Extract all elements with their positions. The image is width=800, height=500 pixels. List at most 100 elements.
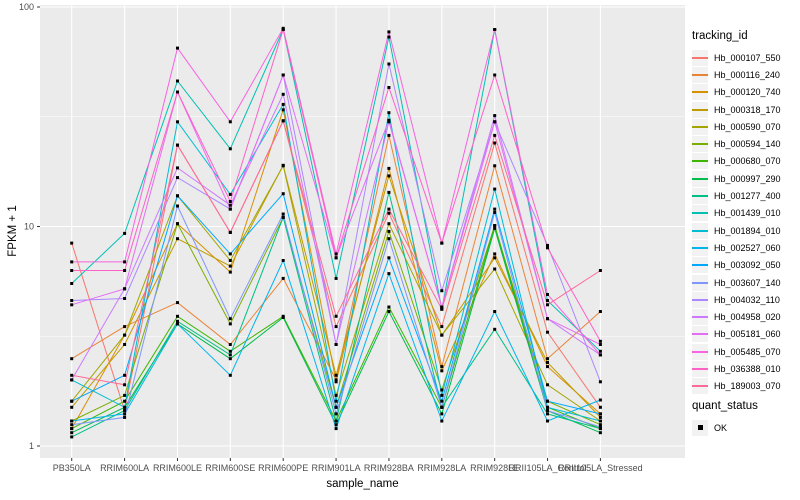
data-point (387, 237, 391, 241)
legend-line-swatch (692, 56, 708, 59)
data-point (334, 314, 338, 318)
data-point (70, 260, 74, 264)
legend-line-swatch (692, 177, 708, 180)
legend-item-label: Hb_036388_010 (714, 363, 781, 374)
x-axis-tick-label: RRII105LA_Control (509, 463, 587, 473)
data-point (228, 120, 232, 124)
data-point (281, 119, 285, 123)
legend-item: Hb_000680_070 (692, 153, 800, 170)
data-point (123, 383, 127, 387)
data-point (546, 317, 549, 321)
data-point (440, 365, 444, 369)
legend-item: Hb_000120_740 (692, 84, 800, 101)
data-point (228, 192, 232, 196)
legend-item: Hb_005485_070 (692, 343, 800, 360)
legend-item: Hb_001277_400 (692, 187, 800, 205)
legend-key (692, 66, 708, 83)
data-point (493, 133, 497, 137)
data-point (123, 409, 127, 413)
x-axis-tick-label: RRIM901LA (312, 463, 361, 473)
data-point (281, 192, 285, 196)
data-point (281, 276, 285, 280)
data-point (546, 303, 549, 307)
data-point (440, 405, 444, 409)
data-point (493, 164, 497, 168)
data-point (387, 118, 391, 122)
data-point (598, 423, 602, 427)
data-point (228, 349, 232, 353)
data-point (334, 378, 338, 382)
legend-line-swatch (692, 125, 708, 128)
x-axis-tick-label: RRIM928BA (364, 463, 414, 473)
data-point (228, 147, 232, 151)
data-point (334, 380, 338, 384)
data-point (176, 222, 179, 226)
data-point (493, 310, 497, 313)
legend-key (692, 291, 708, 308)
data-point (440, 325, 444, 329)
legend-title-quant-status: quant_status (692, 400, 758, 412)
data-point (493, 224, 497, 228)
point-marker-icon (697, 425, 703, 431)
legend-key (692, 153, 708, 170)
data-point (176, 322, 179, 326)
legend-title-tracking-id: tracking_id (692, 30, 748, 42)
legend-item-label: Hb_004032_110 (714, 294, 780, 305)
data-point (387, 207, 391, 211)
data-point (281, 259, 285, 262)
data-point (387, 256, 391, 260)
data-point (387, 86, 391, 89)
legend-item: Hb_004032_110 (692, 291, 800, 308)
legend-item-label: Hb_003607_140 (714, 277, 781, 288)
legend-key (692, 419, 708, 436)
legend-item-label: Hb_189003_070 (714, 381, 781, 392)
data-point (598, 431, 602, 435)
legend-item: Hb_004958_020 (692, 308, 800, 326)
legend-item: Hb_036388_010 (692, 360, 800, 377)
data-point (440, 307, 444, 311)
data-point (228, 252, 232, 256)
legend-item: Hb_003092_050 (692, 257, 800, 274)
data-point (228, 373, 232, 377)
data-point (334, 393, 338, 397)
legend-key (692, 222, 708, 239)
data-point (440, 393, 444, 397)
legend-item-label: Hb_000116_240 (714, 69, 780, 80)
data-point (387, 120, 391, 124)
data-point (123, 393, 127, 397)
data-point (228, 207, 232, 211)
data-point (334, 325, 338, 329)
legend-item: Hb_002527_060 (692, 239, 800, 256)
legend-line-swatch (692, 229, 708, 232)
data-point (598, 427, 602, 431)
data-point (334, 276, 338, 280)
data-point (123, 260, 127, 264)
legend-line-swatch (692, 350, 708, 353)
legend-item: Hb_003607_140 (692, 274, 800, 291)
data-point (70, 419, 74, 423)
y-axis-tick-label: 1 (29, 441, 34, 451)
legend-key (692, 257, 708, 274)
data-point (440, 289, 444, 293)
data-point (70, 357, 74, 361)
legend-key (692, 101, 708, 118)
data-point (70, 303, 74, 307)
legend-line-swatch (692, 143, 708, 146)
data-point (176, 120, 179, 124)
data-point (493, 187, 497, 191)
data-point (228, 203, 232, 207)
data-point (334, 423, 338, 427)
legend-key (692, 136, 708, 153)
data-point (123, 415, 127, 419)
legend-item: Hb_001439_010 (692, 205, 800, 222)
data-point (546, 409, 549, 413)
data-point (387, 310, 391, 313)
legend-line-swatch (692, 73, 708, 76)
data-point (281, 102, 285, 106)
legend-item: OK (692, 419, 800, 436)
data-point (228, 270, 232, 274)
data-point (387, 133, 391, 137)
data-point (546, 361, 549, 364)
